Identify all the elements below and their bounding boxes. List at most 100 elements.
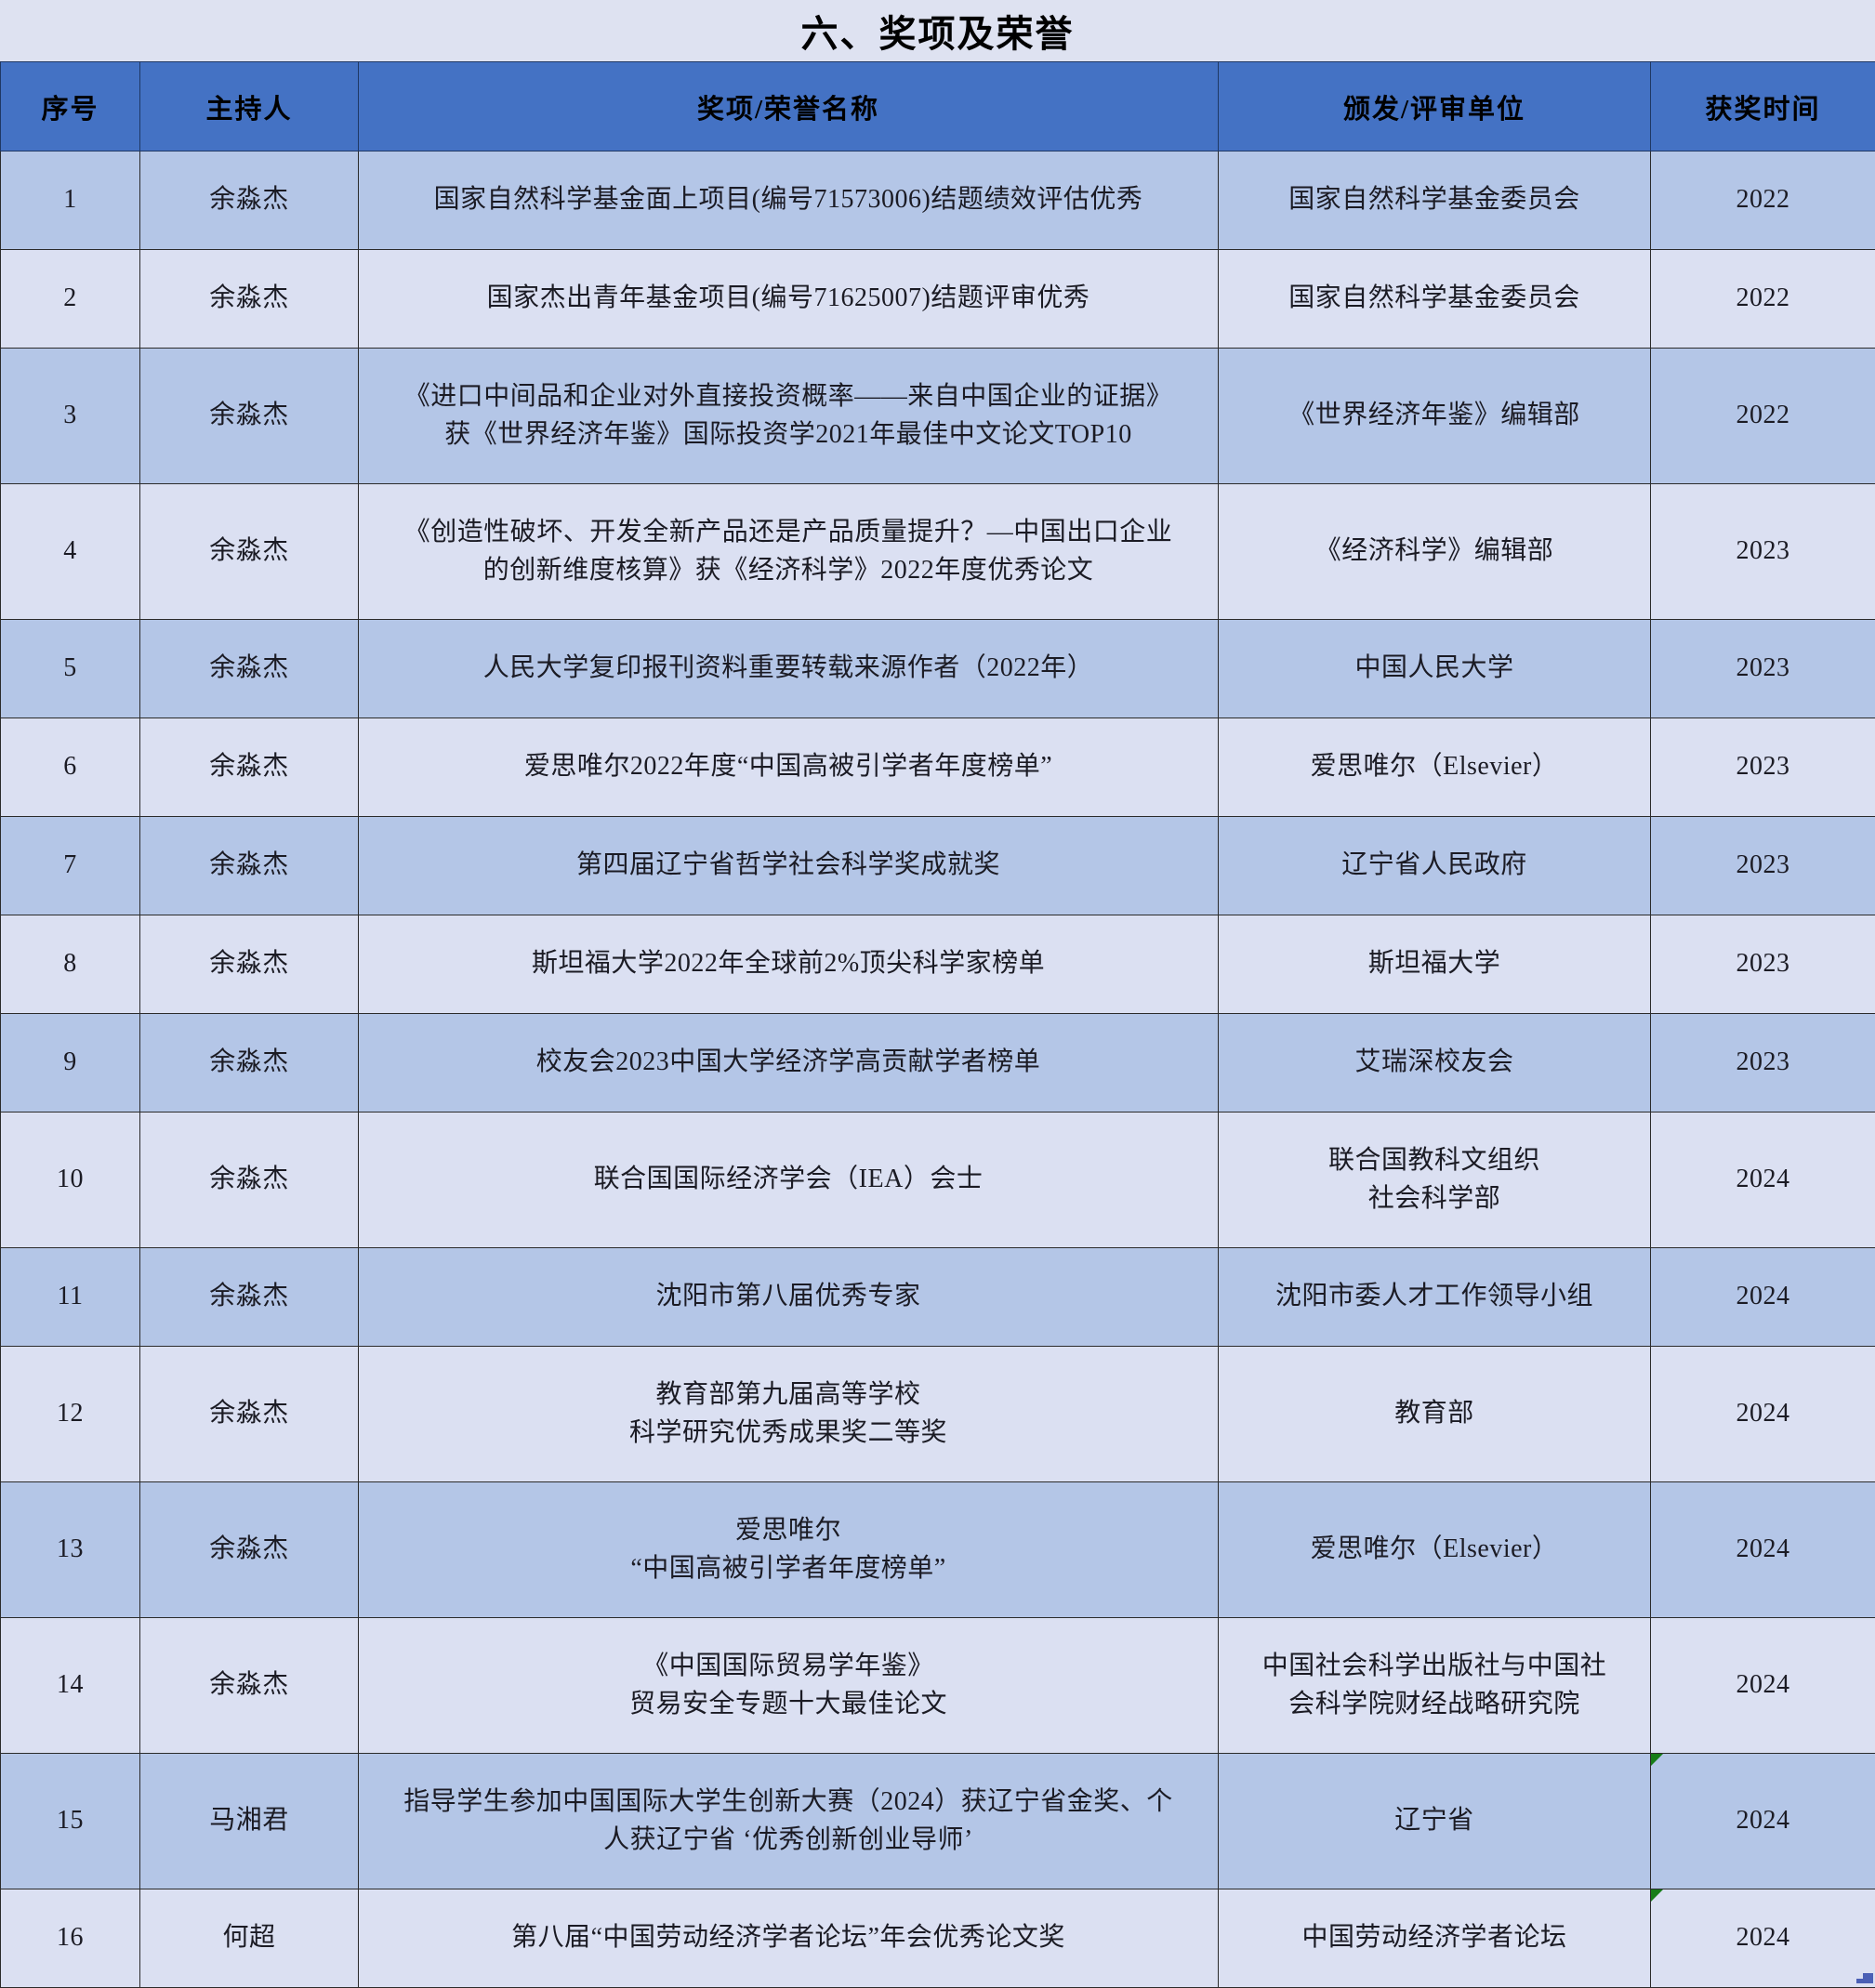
cell-host[interactable]: 余淼杰 bbox=[140, 151, 359, 250]
cell-issuer[interactable]: 辽宁省人民政府 bbox=[1219, 817, 1651, 915]
selection-fill-handle[interactable] bbox=[1863, 1973, 1873, 1983]
cell-host[interactable]: 余淼杰 bbox=[140, 484, 359, 620]
cell-year[interactable]: 2023 bbox=[1651, 817, 1875, 915]
cell-issuer[interactable]: 沈阳市委人才工作领导小组 bbox=[1219, 1248, 1651, 1347]
cell-year[interactable]: 2023 bbox=[1651, 620, 1875, 718]
cell-index[interactable]: 5 bbox=[1, 620, 140, 718]
cell-year[interactable]: 2022 bbox=[1651, 151, 1875, 250]
cell-index[interactable]: 12 bbox=[1, 1347, 140, 1482]
cell-issuer[interactable]: 教育部 bbox=[1219, 1347, 1651, 1482]
cell-award[interactable]: 第八届“中国劳动经济学者论坛”年会优秀论文奖 bbox=[359, 1889, 1219, 1988]
cell-host[interactable]: 余淼杰 bbox=[140, 1482, 359, 1618]
column-header-award[interactable]: 奖项/荣誉名称 bbox=[359, 62, 1219, 151]
cell-index[interactable]: 4 bbox=[1, 484, 140, 620]
cell-year[interactable]: 2023 bbox=[1651, 718, 1875, 817]
cell-award[interactable]: 爱思唯尔2022年度“中国高被引学者年度榜单” bbox=[359, 718, 1219, 817]
cell-host[interactable]: 余淼杰 bbox=[140, 620, 359, 718]
cell-issuer[interactable]: 斯坦福大学 bbox=[1219, 915, 1651, 1014]
cell-host[interactable]: 余淼杰 bbox=[140, 915, 359, 1014]
cell-award[interactable]: 国家杰出青年基金项目(编号71625007)结题评审优秀 bbox=[359, 250, 1219, 349]
cell-award[interactable]: 斯坦福大学2022年全球前2%顶尖科学家榜单 bbox=[359, 915, 1219, 1014]
cell-index[interactable]: 14 bbox=[1, 1618, 140, 1754]
cell-index[interactable]: 1 bbox=[1, 151, 140, 250]
cell-index[interactable]: 3 bbox=[1, 349, 140, 484]
cell-award[interactable]: 联合国国际经济学会（IEA）会士 bbox=[359, 1112, 1219, 1248]
cell-index[interactable]: 10 bbox=[1, 1112, 140, 1248]
cell-year[interactable]: 2024 bbox=[1651, 1754, 1875, 1889]
cell-issuer[interactable]: 爱思唯尔（Elsevier） bbox=[1219, 1482, 1651, 1618]
cell-host[interactable]: 余淼杰 bbox=[140, 1248, 359, 1347]
cell-index[interactable]: 9 bbox=[1, 1014, 140, 1112]
cell-award[interactable]: 国家自然科学基金面上项目(编号71573006)结题绩效评估优秀 bbox=[359, 151, 1219, 250]
cell-issuer[interactable]: 中国人民大学 bbox=[1219, 620, 1651, 718]
cell-host[interactable]: 余淼杰 bbox=[140, 817, 359, 915]
cell-index[interactable]: 13 bbox=[1, 1482, 140, 1618]
cell-year[interactable]: 2022 bbox=[1651, 349, 1875, 484]
cell-host[interactable]: 余淼杰 bbox=[140, 250, 359, 349]
cell-issuer[interactable]: 辽宁省 bbox=[1219, 1754, 1651, 1889]
cell-issuer[interactable]: 国家自然科学基金委员会 bbox=[1219, 250, 1651, 349]
cell-host[interactable]: 余淼杰 bbox=[140, 1347, 359, 1482]
cell-year[interactable]: 2024 bbox=[1651, 1347, 1875, 1482]
cell-year[interactable]: 2024 bbox=[1651, 1112, 1875, 1248]
cell-host[interactable]: 余淼杰 bbox=[140, 349, 359, 484]
cell-award[interactable]: 教育部第九届高等学校科学研究优秀成果奖二等奖 bbox=[359, 1347, 1219, 1482]
cell-host[interactable]: 余淼杰 bbox=[140, 1618, 359, 1754]
cell-index[interactable]: 15 bbox=[1, 1754, 140, 1889]
cell-award[interactable]: 指导学生参加中国国际大学生创新大赛（2024）获辽宁省金奖、个人获辽宁省 ‘优秀… bbox=[359, 1754, 1219, 1889]
cell-issuer[interactable]: 爱思唯尔（Elsevier） bbox=[1219, 718, 1651, 817]
cell-year[interactable]: 2024 bbox=[1651, 1618, 1875, 1754]
cell-issuer[interactable]: 《经济科学》编辑部 bbox=[1219, 484, 1651, 620]
cell-issuer[interactable]: 联合国教科文组织社会科学部 bbox=[1219, 1112, 1651, 1248]
cell-year[interactable]: 2024 bbox=[1651, 1248, 1875, 1347]
cell-host[interactable]: 余淼杰 bbox=[140, 1112, 359, 1248]
cell-issuer[interactable]: 艾瑞深校友会 bbox=[1219, 1014, 1651, 1112]
column-header-issuer[interactable]: 颁发/评审单位 bbox=[1219, 62, 1651, 151]
cell-year[interactable]: 2023 bbox=[1651, 1014, 1875, 1112]
column-header-host[interactable]: 主持人 bbox=[140, 62, 359, 151]
cell-year[interactable]: 2024 bbox=[1651, 1482, 1875, 1618]
cell-host[interactable]: 马湘君 bbox=[140, 1754, 359, 1889]
cell-host[interactable]: 余淼杰 bbox=[140, 718, 359, 817]
column-header-year[interactable]: 获奖时间 bbox=[1651, 62, 1875, 151]
cell-award[interactable]: 《中国国际贸易学年鉴》贸易安全专题十大最佳论文 bbox=[359, 1618, 1219, 1754]
cell-issuer[interactable]: 《世界经济年鉴》编辑部 bbox=[1219, 349, 1651, 484]
cell-award[interactable]: 校友会2023中国大学经济学高贡献学者榜单 bbox=[359, 1014, 1219, 1112]
cell-award[interactable]: 爱思唯尔“中国高被引学者年度榜单” bbox=[359, 1482, 1219, 1618]
cell-year[interactable]: 2023 bbox=[1651, 484, 1875, 620]
cell-issuer[interactable]: 中国劳动经济学者论坛 bbox=[1219, 1889, 1651, 1988]
cell-award[interactable]: 人民大学复印报刊资料重要转载来源作者（2022年） bbox=[359, 620, 1219, 718]
cell-host[interactable]: 何超 bbox=[140, 1889, 359, 1988]
cell-year[interactable]: 2023 bbox=[1651, 915, 1875, 1014]
cell-year[interactable]: 2024 bbox=[1651, 1889, 1875, 1988]
cell-award[interactable]: 沈阳市第八届优秀专家 bbox=[359, 1248, 1219, 1347]
cell-index[interactable]: 7 bbox=[1, 817, 140, 915]
cell-index[interactable]: 2 bbox=[1, 250, 140, 349]
cell-award[interactable]: 第四届辽宁省哲学社会科学奖成就奖 bbox=[359, 817, 1219, 915]
cell-award[interactable]: 《进口中间品和企业对外直接投资概率——来自中国企业的证据》获《世界经济年鉴》国际… bbox=[359, 349, 1219, 484]
cell-host[interactable]: 余淼杰 bbox=[140, 1014, 359, 1112]
cell-year[interactable]: 2022 bbox=[1651, 250, 1875, 349]
cell-index[interactable]: 6 bbox=[1, 718, 140, 817]
cell-index[interactable]: 16 bbox=[1, 1889, 140, 1988]
cell-issuer[interactable]: 国家自然科学基金委员会 bbox=[1219, 151, 1651, 250]
cell-award[interactable]: 《创造性破坏、开发全新产品还是产品质量提升？—中国出口企业的创新维度核算》获《经… bbox=[359, 484, 1219, 620]
cell-issuer[interactable]: 中国社会科学出版社与中国社会科学院财经战略研究院 bbox=[1219, 1618, 1651, 1754]
cell-index[interactable]: 11 bbox=[1, 1248, 140, 1347]
